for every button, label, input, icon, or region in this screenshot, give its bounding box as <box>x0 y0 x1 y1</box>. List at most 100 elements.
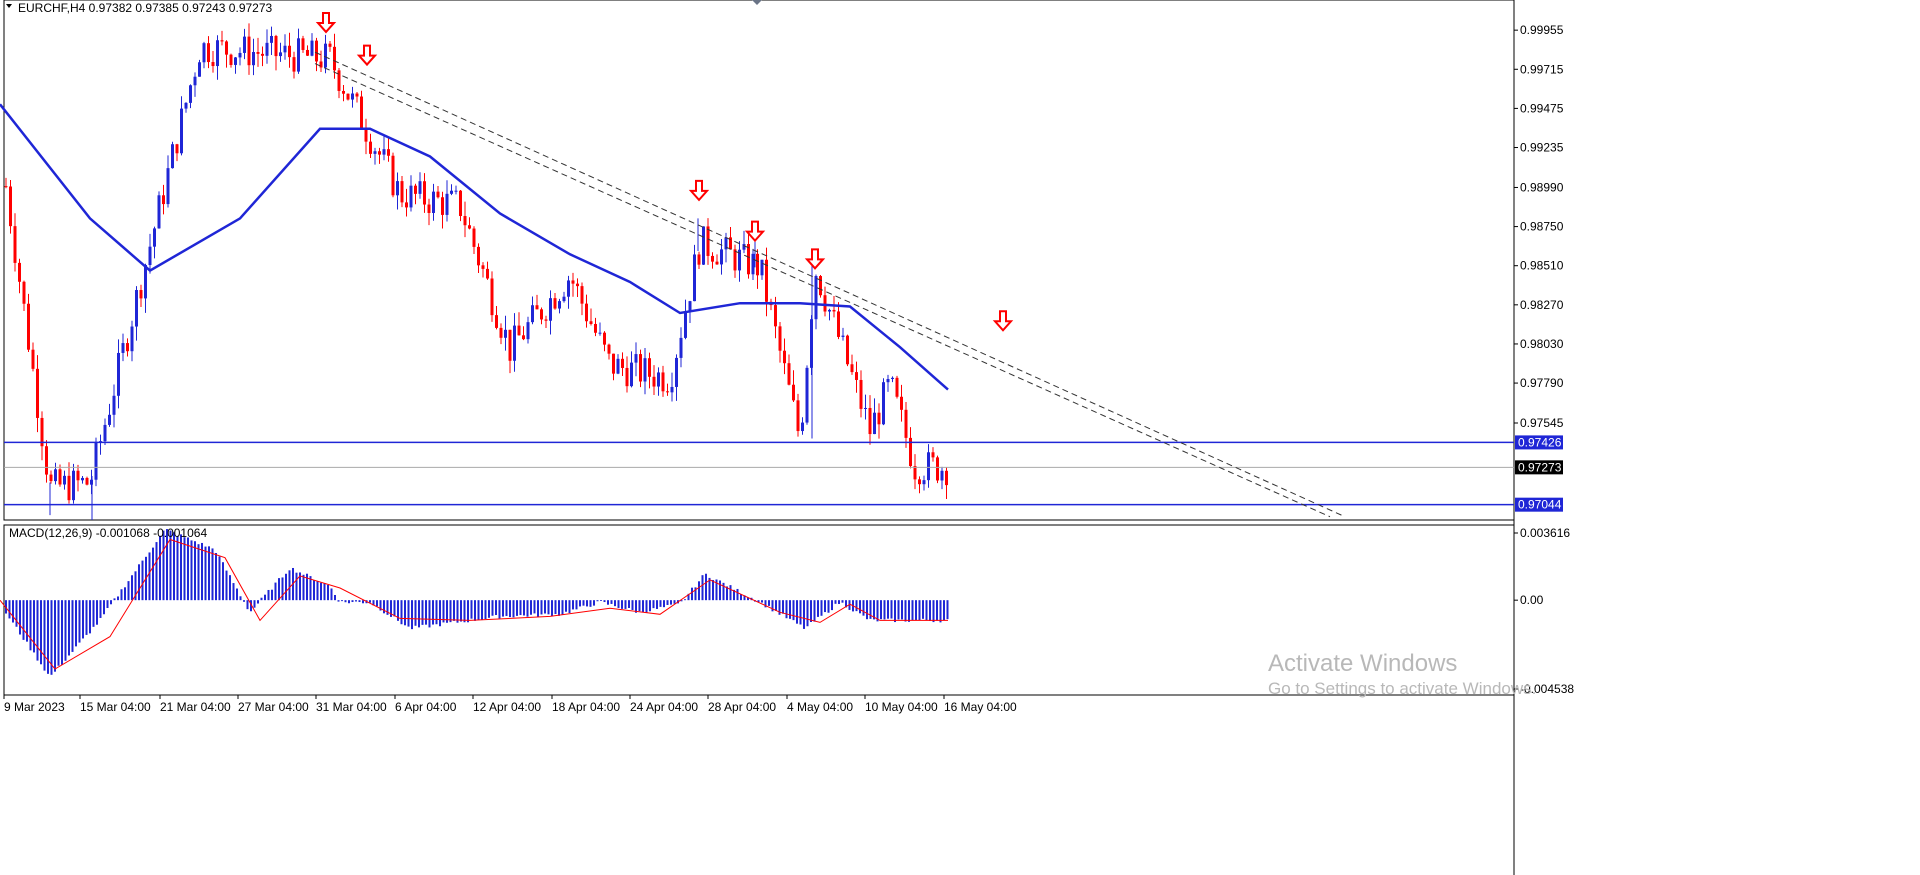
candle-body <box>342 90 345 94</box>
candle-body <box>198 62 201 77</box>
macd-histogram-bar <box>138 564 140 601</box>
macd-histogram-bar <box>635 600 637 613</box>
candle-body <box>634 354 638 363</box>
candle-body <box>661 372 665 392</box>
macd-histogram-bar <box>358 600 361 603</box>
candle-body <box>445 193 449 215</box>
macd-histogram-bar <box>943 600 945 621</box>
macd-histogram-bar <box>873 600 875 620</box>
macd-histogram-bar <box>838 600 840 604</box>
candle-body <box>400 181 404 203</box>
macd-histogram-bar <box>785 600 788 619</box>
macd-histogram-bar <box>768 600 770 606</box>
macd-histogram-bar <box>638 600 641 612</box>
time-axis-label: 15 Mar 04:00 <box>80 700 151 714</box>
candle-body <box>360 96 363 130</box>
macd-histogram-bar <box>645 600 648 613</box>
macd-histogram-bar <box>936 600 938 621</box>
macd-histogram-bar <box>929 600 931 621</box>
macd-histogram-bar <box>488 600 490 618</box>
candle-body <box>279 52 282 57</box>
macd-histogram-bar <box>257 600 259 604</box>
macd-histogram-bar <box>285 573 287 601</box>
candle-body <box>639 354 642 382</box>
macd-histogram-bar <box>299 572 301 601</box>
candle-body <box>459 190 462 217</box>
macd-histogram-bar <box>320 582 322 601</box>
candle-body <box>9 186 12 227</box>
macd-histogram-bar <box>890 600 893 619</box>
macd-histogram-bar <box>61 600 63 665</box>
macd-histogram-bar <box>453 600 455 621</box>
macd-histogram-bar <box>656 600 658 609</box>
macd-histogram-bar <box>183 537 186 601</box>
macd-histogram-bar <box>631 600 634 610</box>
macd-histogram-bar <box>530 600 532 615</box>
macd-histogram-bar <box>810 600 812 623</box>
macd-histogram-bar <box>614 600 616 607</box>
time-axis-label: 4 May 04:00 <box>787 700 853 714</box>
candle-body <box>837 311 840 337</box>
macd-histogram-bar <box>439 600 441 627</box>
macd-histogram-bar <box>418 600 420 628</box>
macd-histogram-bar <box>446 600 448 623</box>
macd-histogram-bar <box>260 597 263 601</box>
candle-body <box>427 204 431 213</box>
macd-histogram-bar <box>204 546 207 601</box>
macd-histogram-bar <box>57 600 60 666</box>
price-axis-label: 0.99955 <box>1520 23 1564 37</box>
price-axis-label: 0.97790 <box>1520 376 1564 390</box>
candle-body <box>706 226 710 256</box>
candle-body <box>261 53 264 56</box>
macd-histogram-bar <box>348 600 350 604</box>
symbol-header: EURCHF,H4 0.97382 0.97385 0.97243 0.9727… <box>18 1 273 15</box>
candle-body <box>522 335 525 340</box>
trendline[interactable] <box>314 63 1331 518</box>
candle-body <box>738 249 741 271</box>
macd-histogram-bar <box>152 547 154 601</box>
candle-body <box>36 368 39 418</box>
candle-body <box>783 350 786 364</box>
macd-histogram-bar <box>498 600 501 619</box>
macd-axis-label: 0.003616 <box>1520 526 1570 540</box>
macd-histogram-bar <box>201 542 203 601</box>
macd-histogram-bar <box>36 600 39 661</box>
candle-body <box>27 303 30 350</box>
activate-windows-subtitle: Go to Settings to activate Windows. <box>1268 679 1536 698</box>
candle-body <box>58 469 62 485</box>
horizontal-levels[interactable] <box>4 441 1514 506</box>
candle-body <box>828 309 831 312</box>
macd-histogram-bar <box>708 577 711 601</box>
candle-body <box>945 470 948 486</box>
macd-histogram-bar <box>876 600 879 622</box>
triangle-down-icon[interactable] <box>6 4 12 8</box>
macd-histogram-bar <box>197 544 200 601</box>
trendlines[interactable] <box>314 51 1346 518</box>
resistance-level-badge: 0.97426 <box>1518 435 1562 449</box>
macd-histogram-bar <box>554 600 557 615</box>
macd-histogram-bar <box>288 570 291 601</box>
macd-histogram-bar <box>806 600 809 627</box>
macd-histogram-bar <box>397 600 399 621</box>
trendline[interactable] <box>314 51 1346 518</box>
macd-histogram-bar <box>379 600 382 611</box>
candle-body <box>760 259 764 276</box>
macd-panel[interactable] <box>3 524 1515 696</box>
macd-histogram-bar <box>327 584 329 601</box>
candle-body <box>135 290 138 327</box>
candle-body <box>81 477 84 481</box>
macd-histogram-bar <box>502 600 504 617</box>
macd-histogram-bar <box>113 598 116 601</box>
candle-body <box>940 470 944 481</box>
candle-body <box>166 168 170 205</box>
macd-histogram-bar <box>215 552 217 601</box>
candle-body <box>594 323 597 333</box>
candle-body <box>324 43 327 68</box>
macd-histogram-bar <box>449 600 452 623</box>
candle-body <box>369 141 372 154</box>
candle-body <box>355 93 359 97</box>
axis-labels: 0.99955 0.99715 0.99475 0.99235 0.98990 0.987… <box>3 23 1574 714</box>
candle-body <box>670 386 674 393</box>
candle-body <box>94 442 98 480</box>
